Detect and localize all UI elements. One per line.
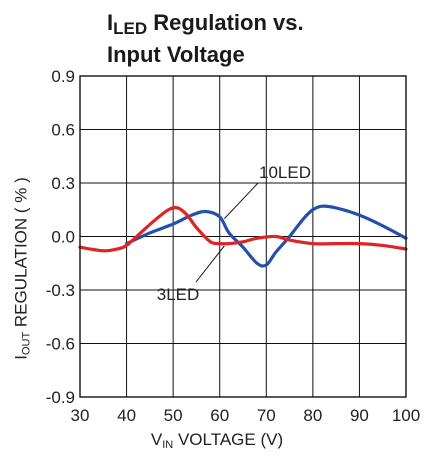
x-tick-label: 70 <box>257 406 276 425</box>
x-tick-label: 40 <box>117 406 136 425</box>
y-tick-label: 0.0 <box>51 228 75 247</box>
y-axis-label: IOUT REGULATION ( % ) <box>11 177 33 360</box>
annotation-3led-leader <box>195 245 225 283</box>
x-tick-label: 90 <box>350 406 369 425</box>
series-line-10led <box>124 204 408 268</box>
y-tick-label: 0.3 <box>51 174 75 193</box>
x-tick-label: 50 <box>164 406 183 425</box>
chart-annotations: 10LED 3LED <box>157 163 311 304</box>
chart-series <box>78 204 408 268</box>
chart-tick-labels: 30 40 50 60 70 80 90 100 0.9 0.6 0.3 0.0 -0.3 -0.6 -0.… <box>46 67 420 425</box>
y-tick-label: 0.6 <box>51 121 75 140</box>
plot-frame <box>79 75 407 398</box>
series-line-3led <box>78 205 408 253</box>
chart-title-line1: ILED Regulation vs. <box>107 10 304 39</box>
y-tick-label: -0.6 <box>46 335 75 354</box>
y-tick-label: -0.3 <box>46 281 75 300</box>
x-tick-label: 100 <box>392 406 420 425</box>
chart-grid <box>80 76 406 397</box>
x-axis-label: VIN VOLTAGE (V) <box>150 430 284 451</box>
y-tick-label: 0.9 <box>51 67 75 86</box>
annotation-10led-label: 10LED <box>259 163 311 182</box>
x-tick-label: 80 <box>303 406 322 425</box>
annotation-3led-label: 3LED <box>157 285 200 304</box>
x-tick-label: 60 <box>210 406 229 425</box>
x-tick-label: 30 <box>71 406 90 425</box>
y-tick-label: -0.9 <box>46 388 75 407</box>
chart-title-line2: Input Voltage <box>107 42 245 67</box>
annotation-10led-leader <box>224 182 259 220</box>
